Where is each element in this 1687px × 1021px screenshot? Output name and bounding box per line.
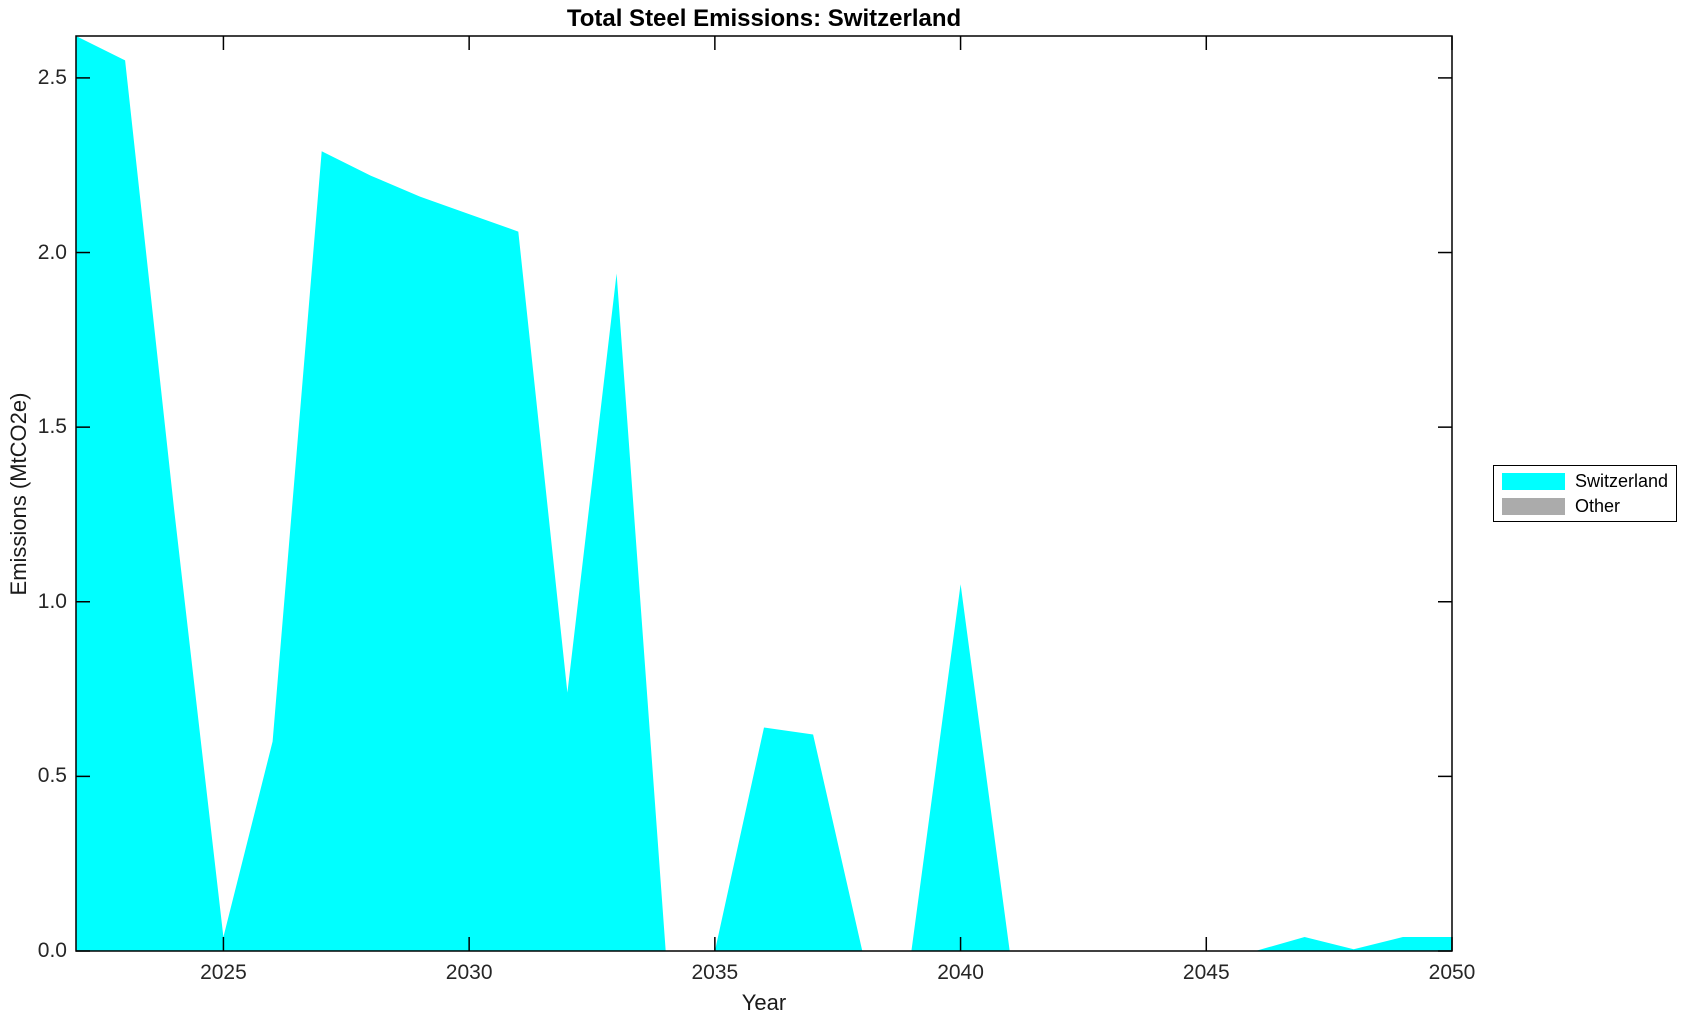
y-tick-label: 2.0 — [37, 240, 67, 264]
x-axis-label: Year — [741, 990, 787, 1015]
axis-box — [75, 35, 1453, 952]
legend-swatch-switzerland — [1502, 472, 1565, 490]
legend-entry: Switzerland — [1502, 471, 1668, 492]
y-tick-label: 1.5 — [37, 415, 67, 439]
y-tick-label: 0.5 — [37, 764, 67, 788]
x-tick-label: 2050 — [1428, 961, 1476, 984]
y-axis-label: Emissions (MtCO2e) — [6, 392, 31, 596]
legend-swatch-other — [1502, 497, 1565, 515]
chart-title: Total Steel Emissions: Switzerland — [566, 5, 962, 32]
legend-label: Other — [1575, 495, 1621, 516]
x-tick-label: 2035 — [691, 961, 739, 984]
legend-label: Switzerland — [1575, 470, 1669, 491]
y-tick-label: 2.5 — [37, 65, 67, 89]
legend: Switzerland Other — [1493, 465, 1677, 522]
y-tick-label: 1.0 — [37, 589, 67, 613]
x-tick-label: 2040 — [937, 961, 984, 984]
area-series-switzerland — [76, 36, 1452, 951]
x-tick-label: 2045 — [1182, 961, 1230, 984]
legend-entry: Other — [1502, 496, 1668, 517]
x-tick-label: 2025 — [200, 961, 247, 984]
y-tick-label: 0.0 — [37, 939, 67, 962]
x-tick-label: 2030 — [445, 961, 493, 984]
